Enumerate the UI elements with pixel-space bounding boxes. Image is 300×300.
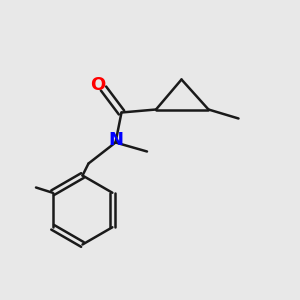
- Text: N: N: [108, 131, 123, 149]
- Text: O: O: [91, 76, 106, 94]
